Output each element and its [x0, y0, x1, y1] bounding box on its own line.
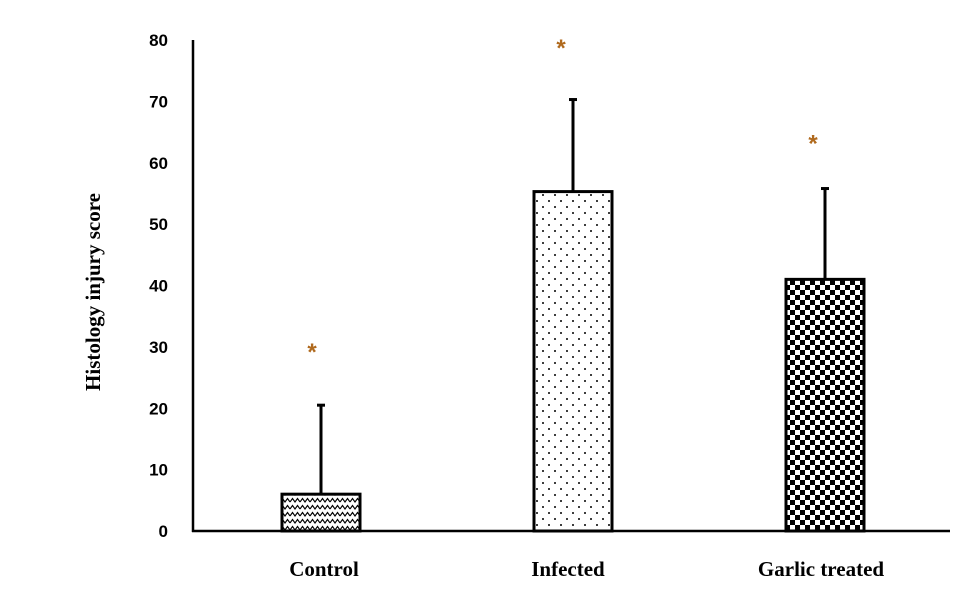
- x-axis-categories: Control Infected Garlic treated: [289, 557, 884, 581]
- y-tick-label: 70: [149, 92, 168, 111]
- significance-asterisk: *: [307, 339, 317, 366]
- y-axis-label: Histology injury score: [81, 193, 105, 391]
- bars: [280, 190, 866, 533]
- y-tick-label: 10: [149, 461, 168, 480]
- y-tick-label: 80: [149, 31, 168, 50]
- error-bars: [317, 98, 829, 495]
- significance-asterisk: *: [556, 35, 566, 62]
- y-axis-ticks: 0 10 20 30 40 50 60 70 80: [149, 31, 168, 541]
- bar-garlic-treated: [784, 277, 866, 533]
- x-category-label: Garlic treated: [758, 557, 884, 581]
- bar-control: [280, 492, 362, 533]
- y-tick-label: 20: [149, 399, 168, 418]
- x-category-label: Control: [289, 557, 359, 581]
- y-tick-label: 50: [149, 215, 168, 234]
- significance-asterisk: *: [808, 130, 818, 157]
- y-tick-label: 60: [149, 154, 168, 173]
- significance-markers: * * *: [307, 35, 818, 366]
- bar-infected: [532, 190, 614, 533]
- y-tick-label: 0: [159, 522, 168, 541]
- x-category-label: Infected: [531, 557, 605, 581]
- y-tick-label: 40: [149, 277, 168, 296]
- y-tick-label: 30: [149, 338, 168, 357]
